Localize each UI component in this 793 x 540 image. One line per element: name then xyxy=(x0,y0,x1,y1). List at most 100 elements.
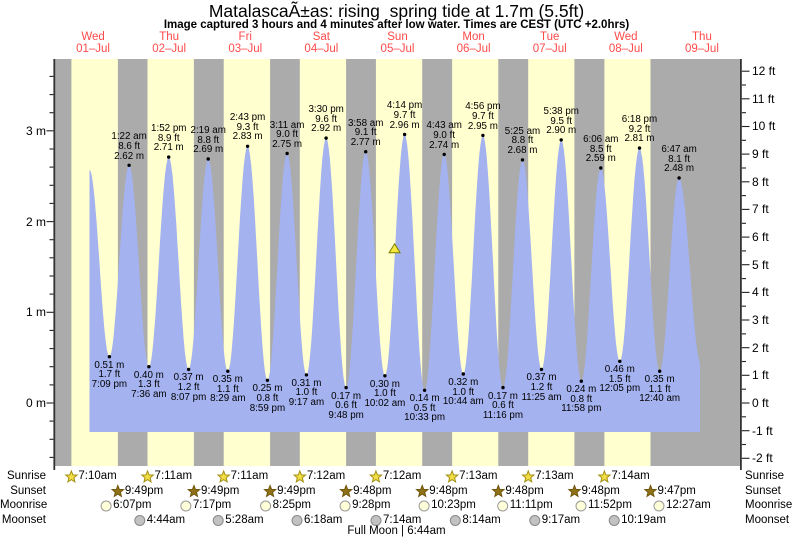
tide-label-line: 8:59 pm xyxy=(249,402,286,414)
tide-label-line: 0.32 m xyxy=(448,376,479,388)
moonrise-time: 12:27am xyxy=(665,499,711,511)
right-axis-tick-label: 0 ft xyxy=(752,396,769,410)
tide-label-line: 9.7 ft xyxy=(472,110,494,122)
moonset-time: 8:14am xyxy=(462,513,501,526)
tide-point-dot xyxy=(186,367,191,372)
tide-point-dot xyxy=(206,157,210,161)
tide-label-line: 9.3 ft xyxy=(236,121,259,133)
tide-label-line: 8.9 ft xyxy=(157,132,180,144)
low-tide-label: 0.31 m 1.0 ft 9:17 am xyxy=(289,379,324,408)
left-axis-tick-label: 1 m xyxy=(25,305,46,320)
tide-label-line: 8:07 pm xyxy=(170,391,207,403)
moonrise-icon xyxy=(100,500,112,512)
moonrise-time: 9:28pm xyxy=(352,499,391,511)
tide-label-line: 6:18 pm xyxy=(621,114,658,126)
left-axis-tick-label: 0 m xyxy=(25,396,46,410)
moonrise-icon xyxy=(339,500,351,512)
sunrise-time: 7:12am xyxy=(306,470,346,482)
high-tide-label: 5:38 pm 9.5 ft 2.90 m xyxy=(544,107,579,136)
high-tide-label: 5:25 am 8.8 ft 2.68 m xyxy=(505,127,540,156)
tide-label-line: 2.95 m xyxy=(467,120,498,132)
day-name-label: Mon xyxy=(462,31,485,43)
tide-label-line: 0.46 m xyxy=(604,364,635,376)
tide-point-dot xyxy=(422,388,427,392)
sunset-time: 9:49pm xyxy=(277,484,316,497)
tide-label-line: 9.2 ft xyxy=(628,123,651,135)
sunset-icon xyxy=(110,484,125,498)
tide-label-line: 0.6 ft xyxy=(492,400,514,412)
low-tide-label: 0.37 m 1.2 ft 8:07 pm xyxy=(171,373,206,402)
sunrise-icon xyxy=(521,469,536,484)
tide-label-line: 5:38 pm xyxy=(543,105,579,117)
row-label-left-sunset: Sunset xyxy=(10,484,46,497)
sunrise-icon xyxy=(216,469,231,484)
tide-label-line: 1.1 ft xyxy=(648,383,671,395)
sunset-time: 9:48pm xyxy=(581,484,620,497)
low-tide-label: 0.30 m 1.0 ft 10:02 am xyxy=(364,380,405,409)
tide-label-line: 3:11 am xyxy=(269,119,305,131)
tide-label-line: 2.92 m xyxy=(311,123,342,135)
tide-label-line: 10:44 am xyxy=(442,396,484,408)
tide-point-dot xyxy=(442,152,446,157)
day-date-label: 03–Jul xyxy=(228,43,263,55)
day-name-label: Thu xyxy=(692,31,712,43)
moonrise-icon xyxy=(180,500,192,512)
tide-point-dot xyxy=(501,385,505,390)
tide-label-line: 0.51 m xyxy=(94,359,125,371)
moonset-time: 7:14am xyxy=(383,513,422,526)
tide-label-line: 10:33 pm xyxy=(404,412,446,424)
right-axis-tick-label: 8 ft xyxy=(752,174,769,189)
tide-point-dot xyxy=(618,359,622,363)
tide-label-line: 1:22 am xyxy=(111,131,147,143)
tide-label-line: 9.0 ft xyxy=(433,130,456,142)
left-axis-spine xyxy=(53,59,56,470)
tide-point-dot xyxy=(383,374,387,378)
row-label-right-sunset: Sunset xyxy=(745,484,781,497)
sunrise-icon xyxy=(597,469,612,484)
tide-label-line: 1.3 ft xyxy=(137,379,160,391)
high-tide-label: 6:18 pm 9.2 ft 2.81 m xyxy=(622,115,657,144)
tide-label-line: 0.8 ft xyxy=(256,392,279,404)
high-tide-label: 1:22 am 8.6 ft 2.62 m xyxy=(111,132,146,161)
tide-label-line: 0.17 m xyxy=(488,390,518,402)
right-axis-tick-label: 2 ft xyxy=(752,340,769,355)
left-axis-tick-label: 3 m xyxy=(25,123,46,138)
tide-label-line: 4:14 pm xyxy=(386,100,423,112)
moonrise-time: 11:52pm xyxy=(588,499,632,511)
sunset-time: 9:48pm xyxy=(429,484,468,497)
tide-label-line: 1.0 ft xyxy=(452,386,475,398)
moonrise-time: 7:17pm xyxy=(192,499,232,511)
tide-point-dot xyxy=(304,373,309,377)
tide-label-line: 1.0 ft xyxy=(295,387,318,399)
tide-label-line: 2.75 m xyxy=(272,138,303,150)
tide-label-line: 9.6 ft xyxy=(315,113,338,125)
tide-label-line: 0.35 m xyxy=(212,374,243,386)
sunset-icon xyxy=(339,484,354,498)
tide-label-line: 1.0 ft xyxy=(374,388,396,400)
day-date-label: 08–Jul xyxy=(608,43,643,55)
sunrise-time: 7:11am xyxy=(230,470,269,482)
tide-label-line: 4:56 pm xyxy=(465,101,501,113)
day-date-label: 09–Jul xyxy=(684,43,719,55)
tide-label-line: 2.71 m xyxy=(153,142,184,154)
tide-label-line: 7:09 pm xyxy=(91,378,128,390)
tide-label-line: 0.40 m xyxy=(133,369,164,381)
tide-point-dot xyxy=(147,365,151,369)
low-tide-label: 0.17 m 0.6 ft 9:48 pm xyxy=(328,391,364,421)
tide-point-dot xyxy=(481,133,485,138)
low-tide-label: 0.37 m 1.2 ft 11:25 am xyxy=(521,373,561,402)
tide-label-line: 8.8 ft xyxy=(197,134,220,146)
high-tide-label: 6:06 am 8.5 ft 2.59 m xyxy=(583,135,618,164)
day-date-label: 05–Jul xyxy=(380,43,415,55)
tide-label-line: 0.25 m xyxy=(252,383,283,395)
moonrise-time: 6:07pm xyxy=(113,499,152,511)
moonset-icon xyxy=(370,515,382,526)
moonrise-time: 8:25pm xyxy=(272,499,311,511)
high-tide-label: 4:14 pm 9.7 ft 2.96 m xyxy=(387,101,422,130)
tide-label-line: 4:43 am xyxy=(426,120,462,132)
tide-label-line: 9:48 pm xyxy=(328,409,364,421)
sunset-time: 9:49pm xyxy=(200,484,240,497)
tide-label-line: 9.0 ft xyxy=(276,129,298,141)
tide-point-dot xyxy=(520,158,525,162)
tide-point-dot xyxy=(539,367,544,372)
